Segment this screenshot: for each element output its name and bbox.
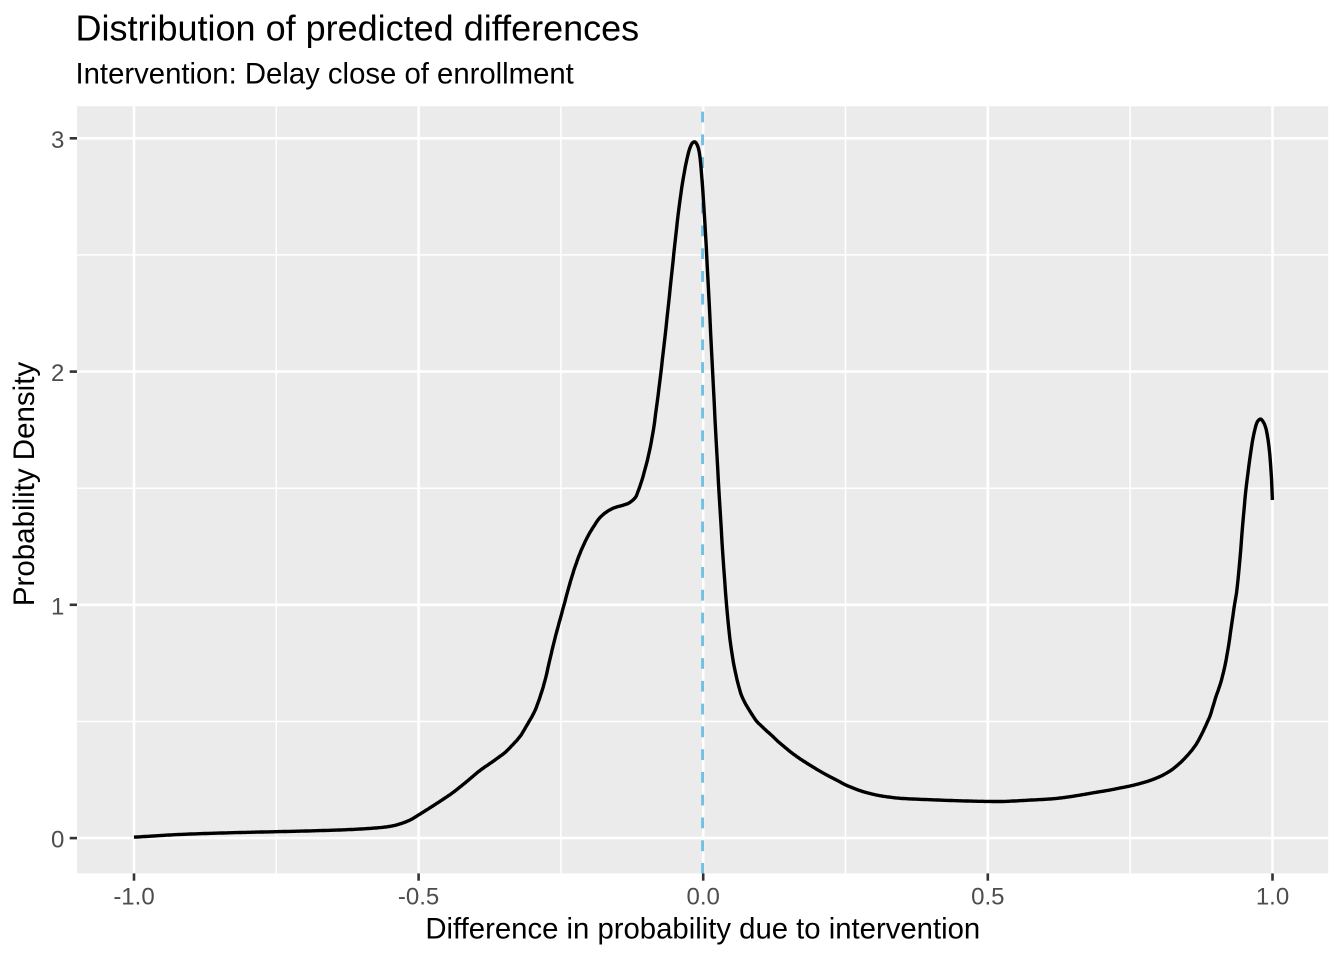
svg-text:0: 0 [51, 827, 64, 854]
svg-text:0.5: 0.5 [971, 884, 1004, 911]
svg-text:Distribution of predicted diff: Distribution of predicted differences [76, 8, 640, 49]
svg-text:Probability Density: Probability Density [8, 362, 41, 607]
svg-text:-1.0: -1.0 [113, 884, 154, 911]
svg-text:-0.5: -0.5 [398, 884, 439, 911]
svg-text:1.0: 1.0 [1256, 884, 1289, 911]
svg-text:1: 1 [51, 593, 64, 620]
svg-text:0.0: 0.0 [687, 884, 720, 911]
svg-text:Difference in probability due: Difference in probability due to interve… [425, 912, 980, 945]
svg-text:2: 2 [51, 360, 64, 387]
svg-text:3: 3 [51, 127, 64, 154]
svg-text:Intervention: Delay close of e: Intervention: Delay close of enrollment [76, 58, 574, 91]
